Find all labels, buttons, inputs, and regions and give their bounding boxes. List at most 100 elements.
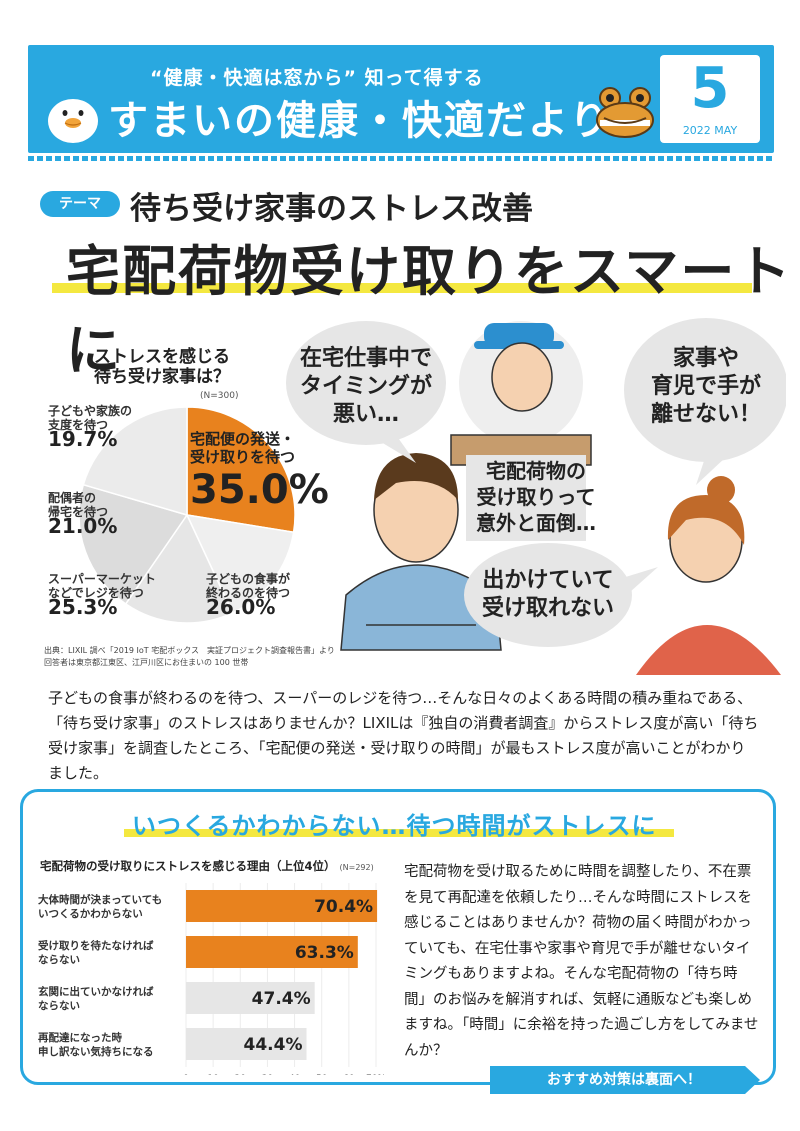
theme-subtitle: 待ち受け家事のストレス改善: [130, 191, 533, 227]
bubble-line: 受け取りって: [476, 485, 596, 509]
bar-value-label: 70.4%: [314, 897, 373, 917]
pie-slice: [78, 483, 189, 605]
pie-label-line: 子どもや家族の: [48, 404, 133, 418]
bar-tick-label: 50: [316, 1074, 328, 1075]
pie-label-line: 受け取りを待つ: [190, 448, 296, 466]
pie-label-child-meal: 子どもの食事が 終わるのを待つ 26.0%: [206, 572, 291, 619]
bubble-line: 在宅仕事中で: [299, 346, 432, 371]
main-title: 宅配荷物受け取りをスマートに: [66, 240, 793, 382]
bar-tick-label: 70%: [366, 1074, 386, 1075]
pie-slice: [186, 406, 296, 534]
bar: [186, 936, 358, 968]
panel-title-highlight: [124, 829, 674, 837]
bar-tick-label: 0: [183, 1074, 189, 1075]
bar-category-label: 大体時間が決まっていても: [38, 893, 162, 906]
bubble-courier-text: 宅配荷物の 受け取りって 意外と面倒…: [466, 458, 606, 536]
pie-source-note: 出典：LIXIL 調べ「2019 IoT 宅配ボックス 実証プロジェクト調査報告…: [44, 645, 335, 669]
intro-paragraph: 子どもの食事が終わるのを待つ、スーパーのレジを待つ…そんな日々のよくある時間の積…: [48, 689, 759, 782]
theme-badge: テーマ: [40, 191, 120, 217]
pie-label-line: 子どもの食事が: [206, 572, 291, 586]
bar-tick-label: 30: [262, 1074, 274, 1075]
bar-category-label: 申し訳ない気持ちになる: [38, 1045, 154, 1058]
courier-illustration: [450, 321, 592, 466]
pie-chart: [78, 406, 296, 624]
bubble-line: 宅配荷物の: [486, 459, 586, 483]
issue-box: [660, 55, 760, 143]
bubble-line: 受け取れない: [481, 596, 614, 621]
source-line: 出典：LIXIL 調べ「2019 IoT 宅配ボックス 実証プロジェクト調査報告…: [44, 646, 335, 655]
illustration-scene: [286, 318, 786, 675]
bar-tick-label: 40: [289, 1074, 301, 1075]
title-highlight: [52, 283, 752, 293]
bar: [186, 982, 315, 1014]
pie-value: 26.0%: [206, 595, 276, 619]
bubble-line: 家事や: [672, 346, 739, 371]
bubble-line: 育児で手が: [650, 374, 761, 399]
bar: [186, 890, 378, 922]
info-panel: [20, 789, 776, 1085]
bar-tick-label: 10: [207, 1074, 219, 1075]
bar-chart-title: 宅配荷物の受け取りにストレスを感じる理由（上位4位） (N=292): [40, 858, 374, 874]
bar-title-text: 宅配荷物の受け取りにストレスを感じる理由（上位4位）: [40, 859, 336, 873]
bar-chart: 0 10 20 30 40 50 60 70% 70.4% 大体時間が決まっていてもいつくるかわか…: [38, 883, 386, 1075]
pie-label-line: スーパーマーケット: [48, 572, 156, 586]
source-line: 回答者は東京都江東区、江戸川区にお住まいの 100 世帯: [44, 658, 249, 667]
pie-value: 19.7%: [48, 427, 118, 451]
pie-slice: [124, 513, 234, 624]
pie-title-line1: ストレスを感じる: [94, 347, 230, 367]
pie-label-line: 支度を待つ: [48, 418, 109, 432]
bar-category-label: ならない: [38, 954, 80, 966]
bar-value-label: 47.4%: [252, 989, 311, 1009]
pie-label-line: 帰宅を待つ: [48, 505, 109, 519]
issue-date: 2022 MAY: [682, 124, 738, 137]
masthead-title: すまいの健康・快適だより: [108, 98, 612, 144]
bar-sample-size: (N=292): [339, 863, 374, 872]
pie-label-delivery: 宅配便の発送・ 受け取りを待つ 35.0%: [190, 430, 329, 514]
bar: [186, 1028, 307, 1060]
man-illustration: [340, 453, 502, 651]
issue-number: 5: [690, 56, 730, 121]
bar-value-label: 63.3%: [295, 943, 354, 963]
bar-value-label: 44.4%: [244, 1035, 303, 1055]
speech-bubble-man: [286, 321, 446, 463]
pie-slice: [185, 514, 295, 614]
chick-mascot-icon: [48, 99, 98, 143]
header-catchphrase: “健康・快適は窓から” 知って得する: [150, 67, 484, 89]
pie-chart-title: ストレスを感じる 待ち受け家事は？: [94, 347, 230, 387]
pie-slice: [82, 406, 188, 517]
bubble-line: 悪い…: [332, 402, 399, 427]
footer-cta: おすすめ対策は裏面へ！: [547, 1072, 701, 1088]
speech-bubble-courier: [466, 455, 586, 541]
pie-title-line2: 待ち受け家事は？: [94, 367, 230, 387]
speech-bubble-woman-top: [624, 318, 786, 485]
bubble-line: 意外と面倒…: [476, 511, 596, 535]
pie-label-line: 終わるのを待つ: [206, 586, 291, 600]
pie-label-family-prep: 子どもや家族の 支度を待つ 19.7%: [48, 404, 133, 451]
bubble-woman-bottom-text: 出かけていて 受け取れない: [478, 567, 618, 623]
pie-value-highlight: 35.0%: [190, 467, 329, 513]
footer-banner-shape: [490, 1066, 760, 1094]
bar-category-label: いつくるかわからない: [38, 908, 143, 920]
bubble-man-text: 在宅仕事中で タイミングが 悪い…: [296, 345, 436, 429]
bubble-line: タイミングが: [299, 374, 432, 399]
panel-paragraph: 宅配荷物を受け取るために時間を調整したり、不在票を見て再配達を依頼したり…そんな…: [404, 864, 759, 1059]
panel-title: いつくるかわからない…待つ時間がストレスに: [132, 812, 657, 840]
pie-label-line: などでレジを待つ: [48, 586, 144, 600]
pie-sample-size: (N=300): [200, 391, 239, 401]
bar-category-label: 受け取りを待たなければ: [38, 939, 154, 952]
bubble-line: 出かけていて: [482, 568, 614, 593]
woman-illustration: [636, 476, 781, 675]
bar-tick-label: 60: [343, 1074, 355, 1075]
pie-value: 25.3%: [48, 595, 118, 619]
pie-label-line: 配偶者の: [48, 491, 97, 505]
pie-label-spouse: 配偶者の 帰宅を待つ 21.0%: [48, 491, 118, 538]
bar-tick-label: 20: [235, 1074, 247, 1075]
bar-category-label: 玄関に出ていかなければ: [38, 985, 154, 998]
header-stripe: [28, 156, 774, 161]
pie-value: 21.0%: [48, 514, 118, 538]
bubble-line: 離せない！: [650, 402, 761, 427]
bar-category-label: ならない: [38, 1000, 80, 1012]
pie-label-line: 宅配便の発送・: [190, 430, 296, 448]
frog-mascot-icon: [596, 87, 654, 138]
speech-bubble-woman-bottom: [464, 543, 658, 647]
